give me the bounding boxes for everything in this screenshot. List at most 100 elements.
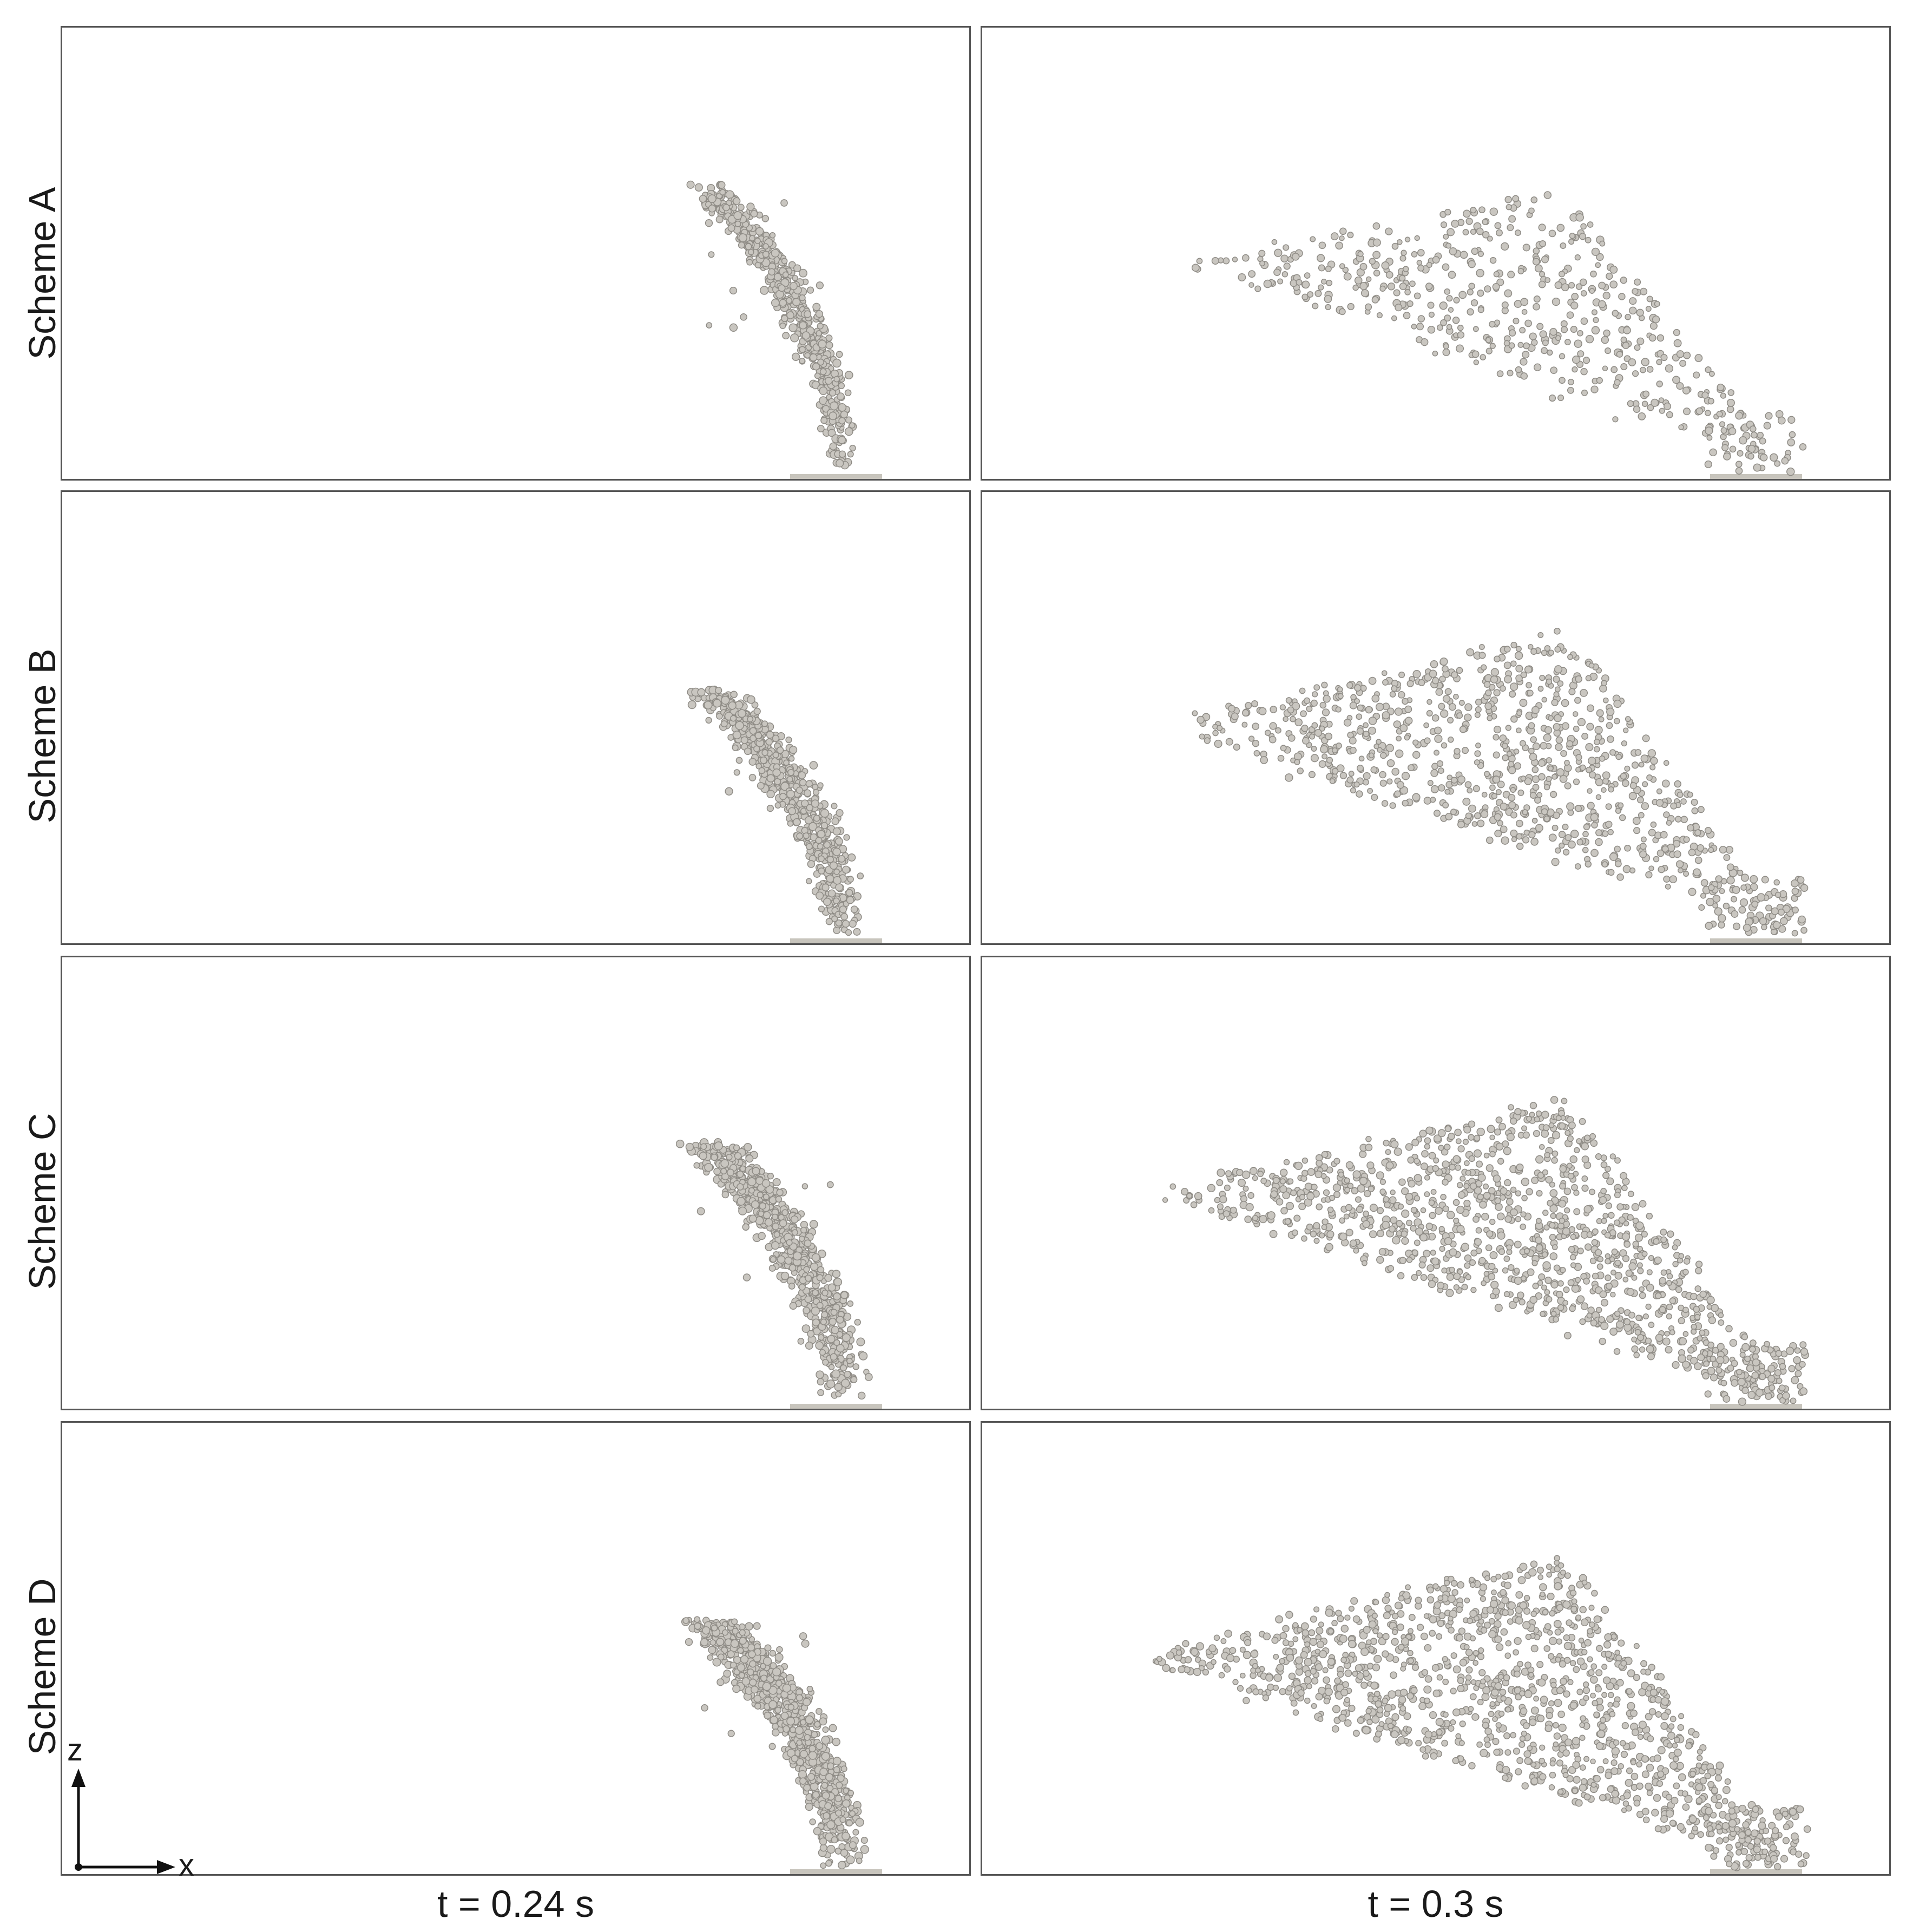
particle bbox=[1368, 752, 1375, 759]
particle bbox=[864, 1373, 873, 1381]
particle bbox=[1572, 711, 1579, 717]
particle bbox=[1682, 1331, 1689, 1337]
particle bbox=[1324, 295, 1332, 303]
particle bbox=[771, 1241, 780, 1250]
particle bbox=[1602, 771, 1610, 780]
particle bbox=[1523, 342, 1530, 350]
particle bbox=[1438, 784, 1445, 792]
particle bbox=[1559, 377, 1566, 384]
particle bbox=[1645, 1337, 1652, 1345]
particle bbox=[1632, 288, 1639, 295]
particle bbox=[1618, 293, 1626, 300]
particle bbox=[1624, 765, 1631, 772]
particle bbox=[1675, 1286, 1682, 1293]
particle bbox=[1666, 1273, 1673, 1280]
panel-scheme-a-t03 bbox=[981, 26, 1891, 481]
particle bbox=[1533, 1129, 1540, 1138]
particle bbox=[1666, 1280, 1672, 1286]
particle bbox=[1471, 247, 1479, 255]
particle bbox=[1659, 408, 1665, 414]
particle bbox=[1548, 649, 1554, 656]
particle bbox=[1444, 688, 1452, 695]
particle bbox=[1535, 1236, 1543, 1244]
particle bbox=[1470, 1286, 1477, 1293]
particle bbox=[1513, 748, 1520, 754]
particle bbox=[1354, 276, 1363, 285]
particle bbox=[799, 357, 806, 364]
particle bbox=[1457, 324, 1464, 331]
particle bbox=[1739, 898, 1748, 907]
particle bbox=[1591, 822, 1598, 829]
particle bbox=[1515, 366, 1522, 373]
particle bbox=[687, 700, 696, 709]
particle bbox=[1580, 688, 1588, 697]
particle bbox=[1504, 1179, 1511, 1187]
particle bbox=[1579, 764, 1586, 771]
particle bbox=[1441, 742, 1448, 749]
particle bbox=[1564, 760, 1570, 766]
particle bbox=[1646, 295, 1653, 303]
particle bbox=[1489, 1151, 1496, 1158]
particle bbox=[816, 281, 824, 290]
particle bbox=[1608, 1212, 1615, 1219]
particle bbox=[1743, 923, 1751, 932]
particle bbox=[1439, 301, 1448, 310]
particle bbox=[1487, 715, 1493, 721]
particle bbox=[1393, 720, 1401, 728]
particle bbox=[1449, 247, 1457, 255]
particle bbox=[1673, 840, 1681, 848]
particle bbox=[1580, 223, 1587, 230]
particle bbox=[1781, 457, 1789, 465]
particle bbox=[1541, 255, 1549, 264]
particle bbox=[768, 1264, 776, 1272]
particle bbox=[811, 799, 819, 808]
particle bbox=[1517, 1291, 1524, 1299]
particle bbox=[1612, 310, 1619, 317]
particle bbox=[1544, 1289, 1550, 1296]
particle bbox=[844, 427, 853, 436]
particle bbox=[1789, 431, 1796, 438]
particle bbox=[1439, 657, 1448, 666]
particle bbox=[1270, 1190, 1278, 1198]
particle bbox=[788, 323, 798, 332]
particle bbox=[1614, 1192, 1621, 1199]
particle bbox=[828, 1364, 835, 1371]
particle bbox=[1475, 699, 1482, 706]
particle bbox=[1605, 1202, 1613, 1210]
particle bbox=[1287, 1178, 1294, 1185]
particle bbox=[1217, 725, 1223, 731]
particle bbox=[1712, 1346, 1719, 1354]
particle bbox=[1599, 240, 1606, 247]
particle bbox=[832, 1738, 840, 1746]
particle bbox=[1475, 1227, 1482, 1234]
particle bbox=[1780, 917, 1788, 925]
particle bbox=[1799, 1387, 1808, 1396]
particle bbox=[1476, 1127, 1485, 1136]
particle bbox=[734, 1152, 742, 1160]
particle bbox=[1506, 751, 1513, 757]
particle bbox=[1252, 1214, 1259, 1221]
particle bbox=[1546, 1296, 1553, 1303]
particle bbox=[1411, 1274, 1418, 1281]
particle bbox=[1385, 1161, 1394, 1169]
particle bbox=[716, 713, 723, 720]
particle bbox=[1661, 845, 1669, 853]
particle bbox=[1555, 736, 1563, 744]
particle bbox=[1585, 236, 1592, 244]
particle bbox=[746, 202, 755, 211]
particle bbox=[1496, 229, 1503, 236]
particle bbox=[1476, 227, 1484, 235]
particle bbox=[1682, 1269, 1689, 1276]
particle bbox=[1708, 371, 1715, 377]
particle bbox=[1331, 767, 1339, 775]
particle bbox=[1279, 704, 1286, 711]
particle bbox=[1406, 1257, 1413, 1263]
particle bbox=[742, 1273, 751, 1282]
particle bbox=[1303, 697, 1311, 704]
particle bbox=[1450, 809, 1457, 816]
particle bbox=[1433, 1157, 1439, 1164]
particle bbox=[1682, 1306, 1689, 1313]
particle bbox=[758, 1232, 766, 1240]
particle bbox=[1575, 1277, 1581, 1283]
particle bbox=[821, 1311, 829, 1318]
